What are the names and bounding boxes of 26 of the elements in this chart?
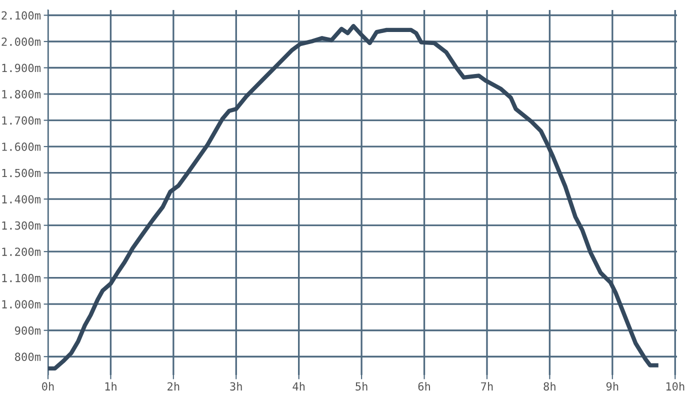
x-tick-label: 9h (606, 382, 618, 391)
y-tick-label: 1.400m (2, 195, 41, 204)
x-tick-label: 4h (292, 382, 305, 390)
x-tick-label: 3h (230, 382, 242, 391)
y-tick-label: 1.300m (2, 221, 41, 230)
x-tick-label: 1h (105, 382, 116, 390)
x-tick-label: 5h (356, 382, 368, 391)
y-tick-label: 1.700m (2, 116, 41, 125)
y-tick-label: 1.900m (2, 64, 41, 72)
y-tick-label: 1.800m (2, 90, 41, 98)
x-tick-label: 0h (42, 382, 54, 391)
line-series (48, 24, 658, 371)
y-tick-label: 1.100m (2, 274, 41, 282)
y-tick-label: 800m (15, 352, 41, 362)
x-tick-label: 10h (666, 382, 684, 391)
y-tick-label: 2.100m (2, 11, 41, 20)
x-tick-label: 6h (418, 382, 430, 391)
x-tick-label: 7h (481, 382, 493, 390)
x-tick-label: 8h (544, 382, 556, 391)
x-tick-label: 2h (168, 382, 180, 390)
y-tick-label: 1.600m (2, 142, 41, 151)
y-tick-label: 900m (14, 326, 41, 335)
y-tick-label: 1.200m (2, 248, 41, 256)
y-tick-label: 1.000m (2, 300, 41, 309)
y-tick-label: 2.000m (2, 38, 41, 46)
y-tick-label: 1.500m (2, 168, 41, 178)
